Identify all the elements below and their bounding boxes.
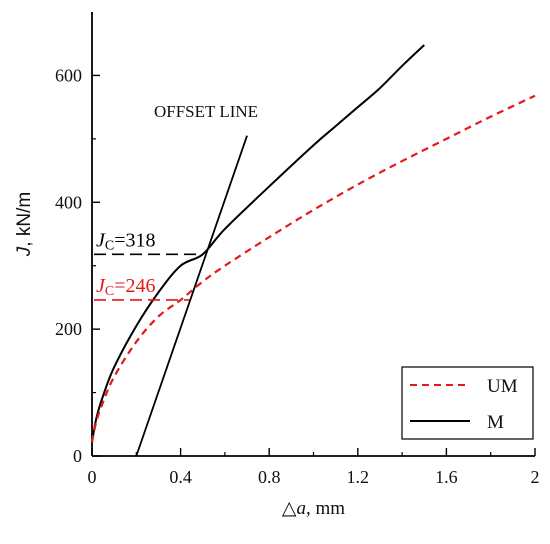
jc-m-label: JC=318 — [96, 229, 156, 253]
jc-m-label-value: =318 — [114, 229, 155, 251]
x-tick-label: 0.4 — [169, 467, 192, 487]
series-layer — [90, 44, 536, 457]
legend: UM M — [401, 366, 534, 440]
legend-box — [401, 366, 534, 440]
x-tick-label: 1.2 — [347, 467, 370, 487]
x-tick-label: 0.8 — [258, 467, 281, 487]
x-axis-label-var: a — [297, 498, 307, 519]
y-axis-label: J, kN/m — [14, 192, 35, 257]
y-tick-label: 200 — [55, 319, 82, 339]
x-tick-label: 1.6 — [435, 467, 458, 487]
offset-line-label: OFFSET LINE — [154, 102, 258, 121]
jc-um-label: JC=246 — [96, 275, 156, 299]
x-axis-label-prefix: △ — [282, 498, 297, 519]
x-tick-label: 2 — [531, 467, 540, 487]
x-tick-label: 0 — [88, 467, 97, 487]
jc-um-label-var: J — [96, 275, 106, 297]
y-tick-label: 0 — [73, 446, 82, 466]
jc-um-label-value: =246 — [114, 275, 155, 297]
series-line-um — [90, 94, 536, 443]
jc-m-label-sub: C — [105, 238, 114, 253]
jc-m-label-var: J — [96, 229, 106, 251]
y-axis-label-var: J — [14, 246, 35, 257]
jc-um-label-sub: C — [105, 284, 114, 299]
legend-label-m: M — [487, 412, 504, 433]
y-axis-label-unit: , kN/m — [14, 192, 35, 247]
x-axis-label: △a, mm — [282, 498, 345, 519]
legend-label-um: UM — [487, 376, 518, 397]
offset-line — [135, 135, 248, 457]
x-axis-label-unit: , mm — [306, 498, 345, 519]
series-line-m — [91, 44, 425, 443]
y-tick-label: 400 — [55, 192, 82, 212]
y-tick-label: 600 — [55, 65, 82, 85]
